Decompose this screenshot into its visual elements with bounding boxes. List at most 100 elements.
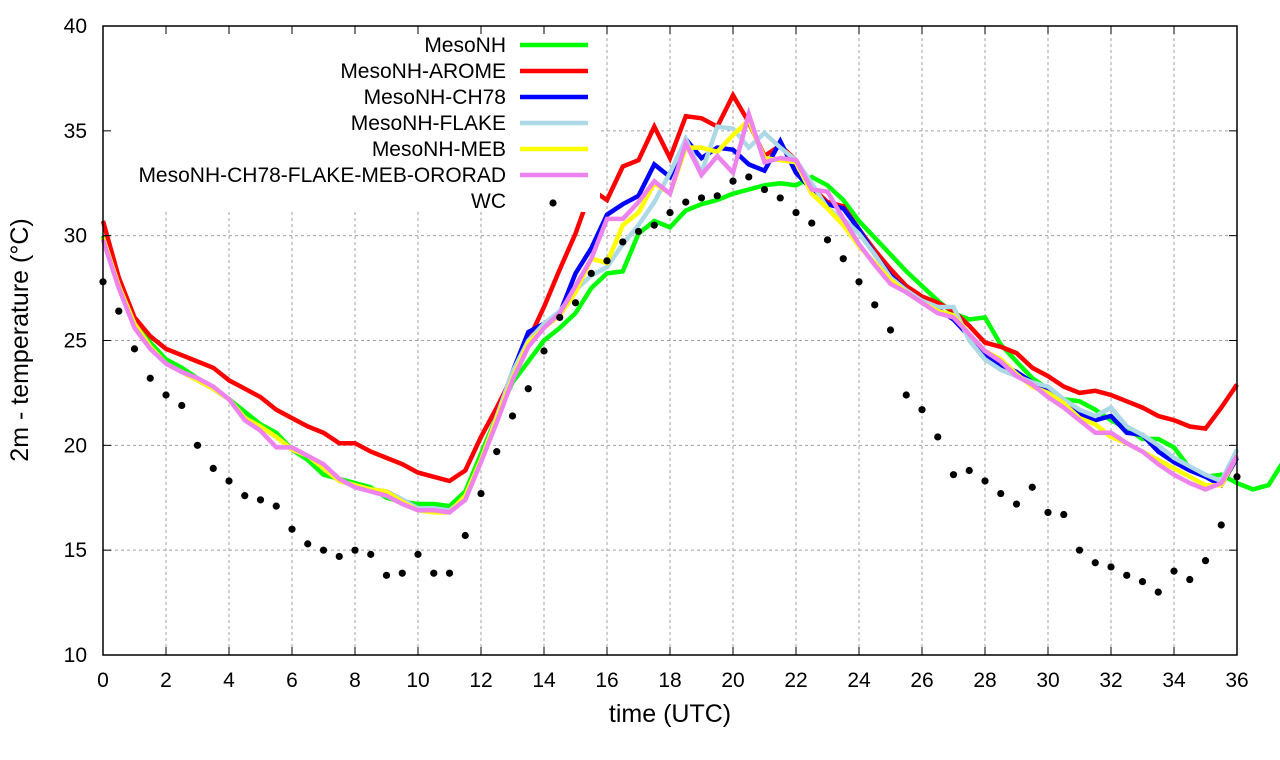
data-point-wc: [1154, 588, 1162, 596]
data-point-wc: [682, 198, 690, 206]
y-tick-label: 20: [64, 434, 87, 457]
x-tick-label: 30: [1036, 669, 1059, 692]
data-point-wc: [823, 236, 832, 244]
axis-ticks: 0 2 4 6 8 10 12 14 16 18 20 22 24 26 28 30 32 34 361015202…: [64, 15, 1249, 692]
data-point-wc: [1217, 521, 1225, 529]
data-point-wc: [540, 347, 548, 355]
legend-label-wc: WC: [471, 190, 506, 213]
data-point-wc: [288, 525, 296, 533]
data-point-wc: [855, 278, 863, 286]
data-point-wc: [524, 385, 532, 393]
data-point-wc: [713, 192, 721, 200]
data-point-wc: [886, 326, 895, 334]
series-wc: [99, 173, 1241, 596]
y-tick-label: 35: [64, 120, 87, 143]
data-point-wc: [272, 502, 280, 510]
y-tick-label: 10: [64, 644, 87, 667]
series-layer: [99, 90, 1280, 596]
x-tick-label: 8: [349, 669, 361, 692]
x-tick-label: 16: [595, 669, 618, 692]
data-point-wc: [382, 571, 391, 579]
data-point-wc: [745, 173, 753, 181]
x-tick-label: 24: [847, 669, 871, 692]
x-tick-label: 2: [160, 669, 172, 692]
data-point-wc: [304, 540, 312, 548]
data-point-wc: [556, 313, 564, 322]
legend-label-mesonh-ch78: MesoNH-CH78: [364, 86, 506, 109]
y-tick-label: 25: [64, 330, 87, 353]
data-point-wc: [209, 464, 217, 472]
data-point-wc: [1060, 510, 1068, 519]
x-tick-label: 36: [1225, 669, 1248, 692]
data-point-wc: [319, 546, 328, 554]
data-point-wc: [666, 209, 674, 217]
data-point-wc: [477, 489, 485, 498]
y-axis-label: 2m - temperature (°C): [6, 218, 34, 461]
data-point-wc: [871, 301, 879, 309]
x-tick-label: 10: [406, 669, 429, 692]
data-point-wc: [808, 219, 816, 227]
data-point-wc: [1107, 563, 1115, 571]
legend-label-mesonh-ch78-flake-meb-ororad: MesoNH-CH78-FLAKE-MEB-ORORAD: [138, 164, 506, 187]
data-point-wc: [335, 552, 343, 561]
data-point-wc: [193, 441, 202, 449]
x-axis-label: time (UTC): [609, 700, 731, 728]
data-point-wc: [430, 569, 438, 577]
data-point-wc: [997, 489, 1005, 498]
data-point-wc: [1012, 500, 1021, 508]
data-point-wc: [1123, 571, 1131, 579]
data-point-wc: [1138, 578, 1147, 586]
data-point-wc: [1091, 559, 1099, 567]
x-tick-label: 34: [1162, 669, 1186, 692]
data-point-wc: [792, 209, 800, 217]
data-point-wc: [130, 345, 139, 353]
data-point-wc: [367, 550, 375, 558]
x-tick-label: 22: [784, 669, 807, 692]
series-line-mesonh: [100, 174, 1280, 509]
data-point-wc: [918, 406, 926, 414]
data-point-wc: [146, 374, 154, 382]
x-tick-label: 12: [469, 669, 492, 692]
y-tick-label: 15: [64, 539, 87, 562]
data-point-wc: [965, 466, 973, 475]
data-point-wc: [115, 307, 123, 315]
data-point-wc: [493, 448, 501, 456]
data-point-wc: [981, 477, 989, 485]
data-point-wc: [697, 194, 706, 202]
legend-label-mesonh-meb: MesoNH-MEB: [372, 138, 506, 161]
data-point-wc: [256, 496, 265, 504]
data-point-wc: [934, 433, 942, 441]
data-point-wc: [650, 221, 658, 229]
series-line-mesonh-ch78-flake-meb-ororad: [100, 106, 1239, 515]
data-point-wc: [587, 269, 595, 278]
data-point-wc: [1186, 575, 1194, 584]
x-tick-label: 6: [286, 669, 298, 692]
x-tick-label: 14: [532, 669, 556, 692]
data-point-wc: [619, 238, 627, 246]
data-point-wc: [508, 412, 517, 420]
x-tick-label: 20: [721, 669, 744, 692]
data-point-wc: [760, 185, 769, 194]
x-tick-label: 4: [223, 669, 235, 692]
x-tick-label: 28: [973, 669, 996, 692]
x-tick-label: 18: [658, 669, 681, 692]
data-point-wc: [351, 546, 359, 554]
legend-label-mesonh-flake: MesoNH-FLAKE: [351, 112, 506, 135]
data-point-wc: [461, 531, 469, 540]
data-point-wc: [776, 194, 784, 202]
data-point-wc: [162, 391, 170, 399]
x-tick-label: 0: [97, 669, 109, 692]
data-point-wc: [1075, 546, 1084, 554]
data-point-wc: [225, 477, 233, 485]
x-tick-label: 32: [1099, 669, 1122, 692]
legend-label-mesonh: MesoNH: [424, 34, 506, 57]
data-point-wc: [445, 569, 454, 577]
data-point-wc: [1044, 508, 1052, 517]
data-point-wc: [603, 257, 611, 265]
data-point-wc: [949, 471, 958, 479]
data-point-wc: [414, 550, 422, 558]
y-tick-label: 30: [64, 225, 87, 248]
legend: MesoNH MesoNH-AROME MesoNH-CH78 MesoNH-FLAK…: [84, 30, 600, 213]
legend-marker-wc: [549, 199, 557, 207]
data-point-wc: [839, 255, 847, 263]
